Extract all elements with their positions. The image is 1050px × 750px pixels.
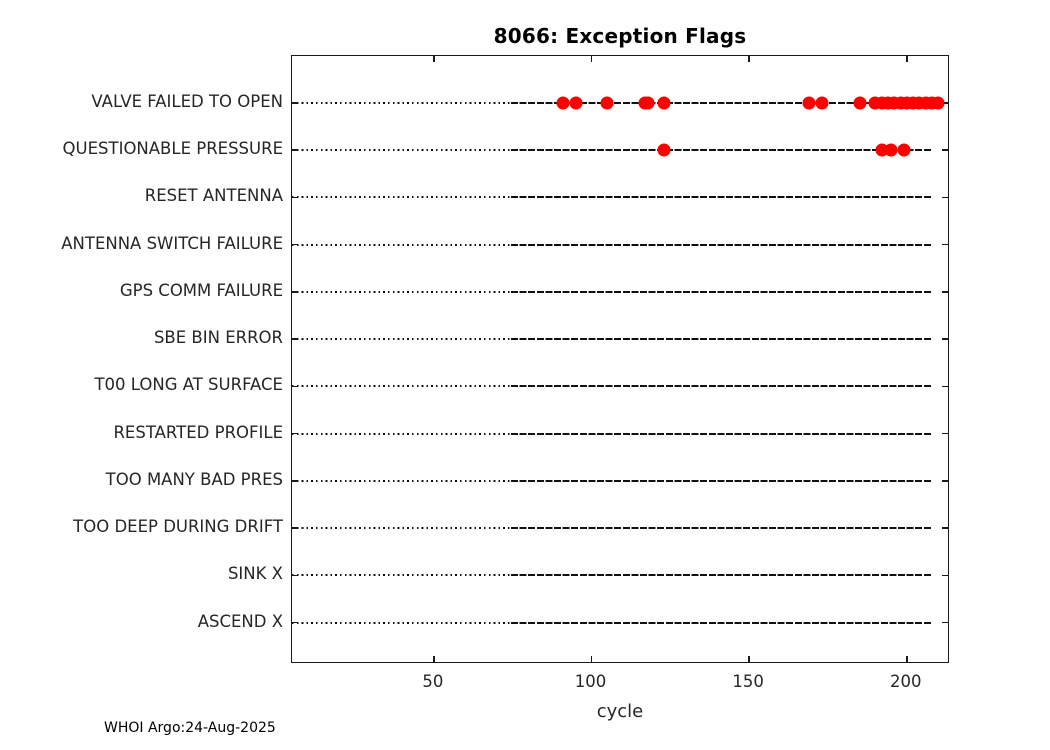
y-axis-tick <box>942 149 948 151</box>
y-axis-tick <box>292 621 298 624</box>
y-axis-tick <box>292 385 298 388</box>
x-axis-tick <box>590 656 593 662</box>
y-category-label: SINK X <box>227 564 283 584</box>
y-axis-tick <box>292 527 298 529</box>
row-dotted-line <box>292 196 940 199</box>
exception-marker <box>884 143 898 157</box>
y-category-label: GPS COMM FAILURE <box>119 280 283 300</box>
x-tick-label: 150 <box>732 672 764 691</box>
row-dotted-line <box>292 574 940 577</box>
x-axis-tick <box>906 656 908 662</box>
row-dotted-line <box>292 149 940 152</box>
y-category-label: ANTENNA SWITCH FAILURE <box>61 233 283 253</box>
y-category-label: TOO MANY BAD PRES <box>105 469 283 489</box>
exception-marker <box>657 96 671 110</box>
y-category-label: T00 LONG AT SURFACE <box>94 375 283 395</box>
x-tick-label: 200 <box>890 672 922 691</box>
x-axis-label: cycle <box>596 701 644 722</box>
chart-title: 8066: Exception Flags <box>493 24 747 48</box>
y-axis-tick <box>942 527 948 529</box>
y-axis-tick <box>292 196 298 199</box>
x-axis-tick <box>906 56 908 62</box>
row-dotted-line <box>292 101 940 104</box>
x-axis-tick <box>748 656 750 662</box>
y-axis-tick <box>942 432 948 435</box>
row-dotted-line <box>292 243 940 246</box>
row-dotted-line <box>292 621 940 624</box>
row-dotted-line <box>292 527 940 530</box>
x-axis-tick <box>748 56 750 62</box>
y-category-label: RESTARTED PROFILE <box>113 422 283 442</box>
y-axis-tick <box>942 243 948 246</box>
y-axis-tick <box>292 243 298 246</box>
y-category-label: VALVE FAILED TO OPEN <box>91 91 283 111</box>
x-axis-tick <box>590 56 593 62</box>
x-tick-label: 50 <box>422 672 444 691</box>
exception-marker <box>556 96 570 110</box>
exception-marker <box>853 96 866 110</box>
exception-marker <box>641 96 655 110</box>
y-category-label: RESET ANTENNA <box>144 186 283 206</box>
exception-marker <box>569 96 583 110</box>
y-axis-tick <box>942 480 948 482</box>
watermark-text: WHOI Argo:24-Aug-2025 <box>104 720 276 736</box>
plot-area <box>291 55 949 663</box>
x-axis-tick <box>433 656 435 662</box>
row-dotted-line <box>292 338 940 341</box>
x-tick-label: 100 <box>574 672 607 691</box>
row-dotted-line <box>292 385 940 388</box>
exception-marker <box>657 143 671 157</box>
y-axis-tick <box>942 385 948 388</box>
row-dotted-line <box>292 290 940 293</box>
y-axis-tick <box>942 196 948 199</box>
row-dotted-line <box>292 479 940 482</box>
row-dotted-line <box>292 432 940 435</box>
exception-marker <box>802 96 816 110</box>
y-axis-tick <box>292 291 298 293</box>
y-category-label: ASCEND X <box>197 611 283 631</box>
y-axis-tick <box>942 291 948 293</box>
exception-marker <box>815 96 829 110</box>
y-axis-tick <box>942 338 948 340</box>
y-axis-tick <box>292 338 298 340</box>
y-axis-tick <box>292 102 298 104</box>
y-axis-tick <box>292 432 298 435</box>
y-axis-tick <box>942 574 948 577</box>
y-axis-tick <box>292 480 298 482</box>
x-axis-tick <box>433 56 435 62</box>
exception-marker <box>600 96 614 110</box>
y-axis-tick <box>292 574 298 577</box>
exception-marker <box>931 96 945 110</box>
y-axis-tick <box>942 102 948 104</box>
y-axis-tick <box>292 149 298 151</box>
y-axis-tick <box>942 621 948 624</box>
y-category-label: TOO DEEP DURING DRIFT <box>73 517 283 537</box>
exception-marker <box>897 143 911 157</box>
y-category-label: SBE BIN ERROR <box>153 328 283 348</box>
y-category-label: QUESTIONABLE PRESSURE <box>62 139 283 159</box>
